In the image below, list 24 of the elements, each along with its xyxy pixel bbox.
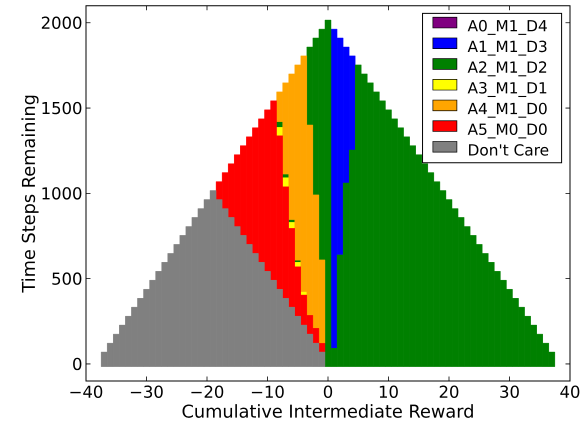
legend-label: A4_M1_D0 [468, 102, 547, 118]
y-axis-title: Time Steps Remaining [21, 96, 39, 293]
y-tick-label: 2000 [42, 16, 82, 29]
x-tick-label: −20 [191, 386, 224, 398]
bar [318, 343, 326, 352]
x-tick-label: 20 [440, 386, 458, 398]
legend-label: Don't Care [469, 144, 548, 156]
legend-label: A5_M0_D0 [468, 123, 547, 138]
x-tick-label: 30 [500, 386, 519, 398]
y-tick-label: 0 [73, 358, 82, 370]
legend-label: A0_M1_D4 [468, 20, 547, 35]
legend-label: A3_M1_D1 [468, 82, 546, 98]
x-axis-title: Cumulative Intermediate Reward [182, 404, 473, 418]
y-tick-label: 500 [52, 272, 82, 285]
x-tick-label: −40 [70, 386, 102, 398]
y-tick-label: 1000 [42, 187, 82, 200]
legend-label: A1_M1_D3 [468, 40, 546, 56]
legend-label: A2_M1_D2 [468, 61, 546, 76]
x-tick-label: −30 [130, 386, 163, 398]
x-tick-label: 0 [324, 386, 332, 398]
x-tick-label: 10 [380, 386, 398, 398]
y-tick-label: 1500 [42, 102, 82, 114]
x-tick-label: −10 [252, 386, 284, 398]
x-tick-label: 40 [560, 386, 580, 398]
